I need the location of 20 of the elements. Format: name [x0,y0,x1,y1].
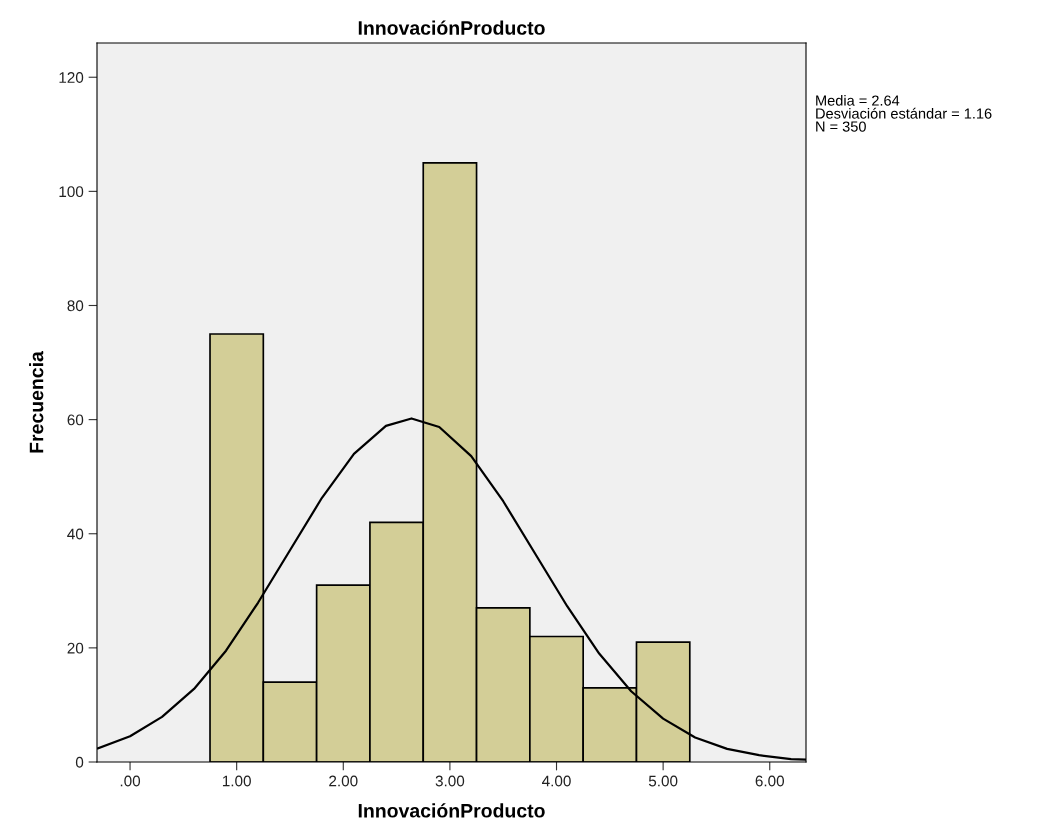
y-tick-label: 40 [67,528,84,540]
x-tick-label: 4.00 [542,775,571,787]
x-axis-title: InnovaciónProducto [358,803,545,818]
x-tick-label: 6.00 [755,775,785,787]
y-tick-label: 100 [59,186,84,198]
x-tick-label: 1.00 [222,775,251,787]
chart-title: InnovaciónProducto [358,20,545,35]
y-axis-title: Frecuencia [29,351,44,453]
y-tick-label: 80 [67,300,84,312]
y-tick-label: 120 [59,72,84,83]
y-tick-label: 20 [67,642,84,654]
text: Media = 2.64 [816,95,900,106]
x-tick-label: .00 [120,775,141,787]
text: Desviación estándar = 1.16 [816,107,992,119]
x-tick-label: 2.00 [329,775,358,787]
y-tick-label: 60 [67,414,84,426]
y-tick-label: 0 [75,756,84,768]
x-tick-label: 5.00 [648,775,678,787]
text: N = 350 [816,121,866,132]
x-tick-label: 3.00 [435,775,465,787]
